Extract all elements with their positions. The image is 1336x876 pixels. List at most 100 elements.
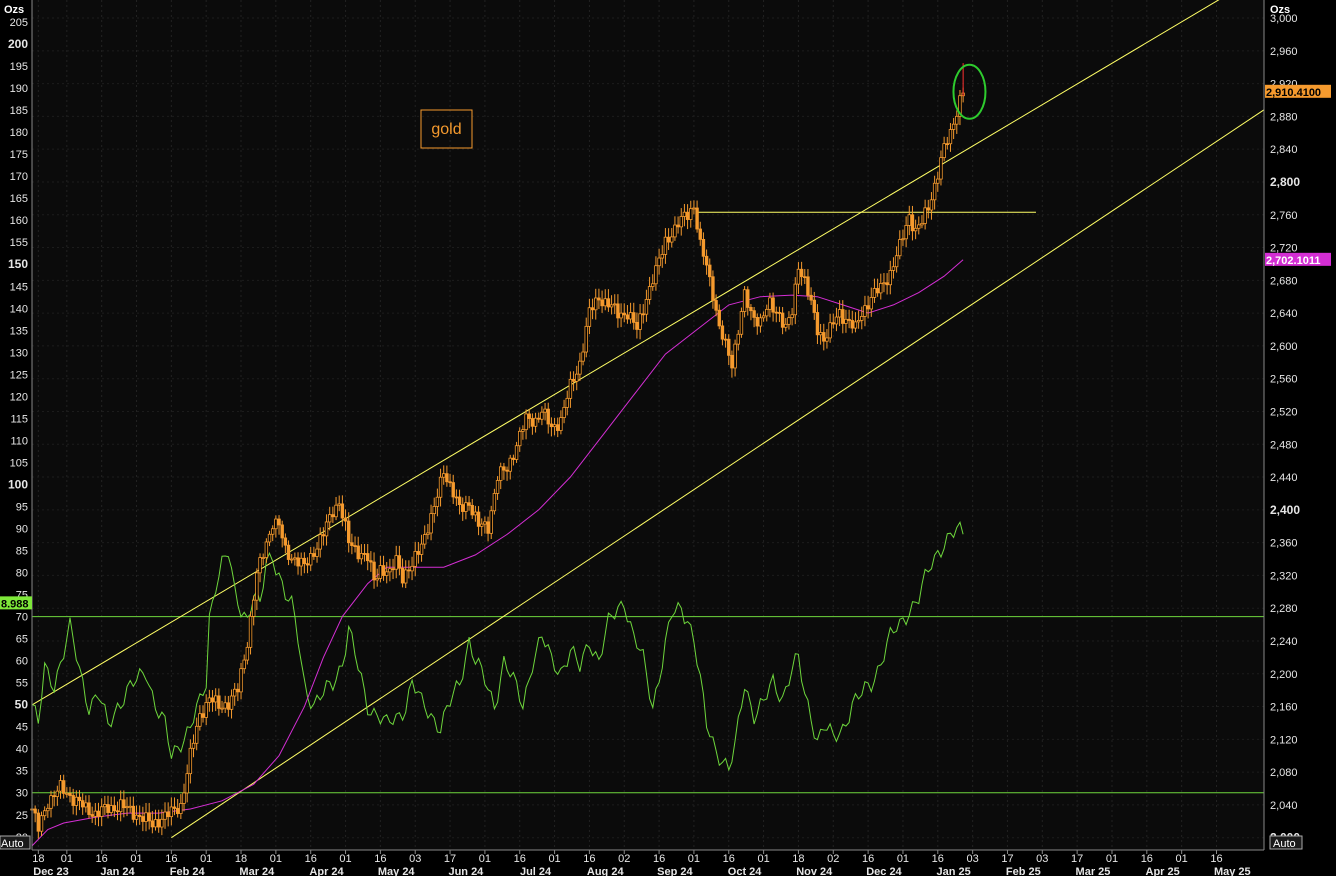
candle-body (834, 316, 839, 325)
candle-body (302, 557, 307, 565)
candle-body (663, 236, 668, 255)
left-axis-tick-label: 95 (16, 501, 28, 513)
candle-body (277, 518, 281, 526)
candle-body (603, 298, 607, 307)
candle-body (540, 411, 544, 420)
left-auto-button[interactable]: Auto (0, 835, 31, 850)
candle-body (885, 282, 889, 286)
candle-body (242, 659, 246, 670)
x-axis-day-label: 01 (1106, 853, 1118, 865)
candle-body (923, 207, 927, 224)
right-axis-tick-label: 2,880 (1270, 111, 1298, 123)
x-axis-month-label: Dec 24 (866, 866, 902, 876)
candle-body (391, 568, 395, 571)
candle-body (578, 360, 582, 375)
x-axis-day-label: 02 (618, 853, 630, 865)
candle-body (492, 493, 497, 512)
left-axis-tick-label: 150 (8, 257, 28, 271)
left-axis-tick-label: 200 (8, 37, 28, 51)
price-last-value-bg (1265, 84, 1331, 98)
candle-body (866, 305, 870, 310)
x-axis-day-label: 16 (932, 853, 944, 865)
candle-body (90, 814, 94, 817)
candle-body (549, 423, 554, 428)
candle-body (378, 565, 383, 579)
candle-body (708, 264, 712, 278)
candle-body (904, 225, 908, 240)
candle-body (223, 702, 227, 709)
candle-body (749, 307, 753, 312)
candle-body (856, 319, 861, 323)
candle-body (910, 214, 915, 232)
price-candles (30, 63, 965, 839)
candle-body (36, 812, 41, 832)
candle-body (850, 320, 854, 329)
x-axis-day-label: 16 (723, 853, 735, 865)
x-axis-month-label: Apr 25 (1146, 866, 1180, 876)
right-axis-tick-label: 2,120 (1270, 734, 1298, 746)
candle-body (717, 309, 721, 327)
candle-body (739, 311, 744, 335)
candle-body (258, 557, 262, 574)
left-axis-tick-label: 80 (16, 568, 28, 580)
candle-body (790, 314, 794, 319)
oscillator-line (31, 521, 964, 772)
candle-body (955, 115, 959, 125)
candle-body (701, 239, 706, 257)
right-axis-tick-label: 2,840 (1270, 144, 1298, 156)
left-axis-tick-label: 195 (10, 61, 28, 73)
candle-body (438, 476, 443, 498)
candle-body (837, 309, 842, 318)
left-axis-tick-label: 140 (10, 303, 28, 315)
candle-body (356, 545, 360, 560)
candle-body (191, 742, 196, 749)
candle-body (632, 312, 636, 323)
left-axis-tick-label: 175 (10, 149, 28, 161)
candle-body (654, 265, 658, 285)
candle-body (99, 806, 104, 817)
candle-body (305, 563, 310, 566)
x-axis-month-label: Dec 23 (33, 866, 68, 876)
left-axis-tick-label: 105 (10, 457, 28, 469)
candle-body (685, 211, 690, 220)
left-axis-tick-label: 185 (10, 105, 28, 117)
x-axis-day-label: 16 (96, 853, 108, 865)
candle-body (483, 521, 487, 525)
right-axis-tick-label: 2,560 (1270, 374, 1298, 386)
left-axis-tick-label: 180 (10, 127, 28, 139)
candle-body (888, 270, 892, 286)
candle-body (945, 143, 949, 146)
x-axis-day-label: 02 (827, 853, 839, 865)
x-axis-day-label: 16 (165, 853, 177, 865)
candle-body (182, 792, 186, 804)
right-auto-button[interactable]: Auto (1269, 835, 1303, 850)
candle-body (907, 214, 911, 226)
right-axis-ticks: 2,0002,0402,0802,1202,1602,2002,2402,280… (1270, 13, 1300, 845)
candle-body (423, 534, 427, 545)
candle-body (689, 208, 693, 220)
candle-body (951, 123, 956, 130)
candle-body (194, 725, 199, 744)
candle-body (125, 806, 129, 809)
left-axis-tick-label: 40 (16, 744, 28, 756)
gold-annotation-label: gold (431, 121, 461, 138)
right-axis-tick-label: 2,400 (1270, 503, 1300, 517)
candle-body (720, 325, 725, 340)
x-axis-month-label: Oct 24 (728, 866, 763, 876)
candle-body (590, 307, 595, 311)
candle-body (793, 283, 797, 316)
candle-body (758, 317, 763, 327)
x-axis-day-label: 01 (61, 853, 73, 865)
right-auto-label: Auto (1273, 838, 1296, 850)
candle-body (619, 312, 623, 319)
candle-body (290, 558, 294, 561)
candle-body (473, 511, 478, 516)
candle-body (375, 577, 379, 581)
x-axis-day-label: 18 (235, 853, 247, 865)
candle-body (670, 236, 674, 243)
left-axis-tick-label: 30 (16, 788, 28, 800)
left-axis-tick-label: 155 (10, 237, 28, 249)
candle-body (882, 282, 886, 285)
x-axis-day-label: 01 (130, 853, 142, 865)
x-axis-month-label: Mar 24 (239, 866, 275, 876)
